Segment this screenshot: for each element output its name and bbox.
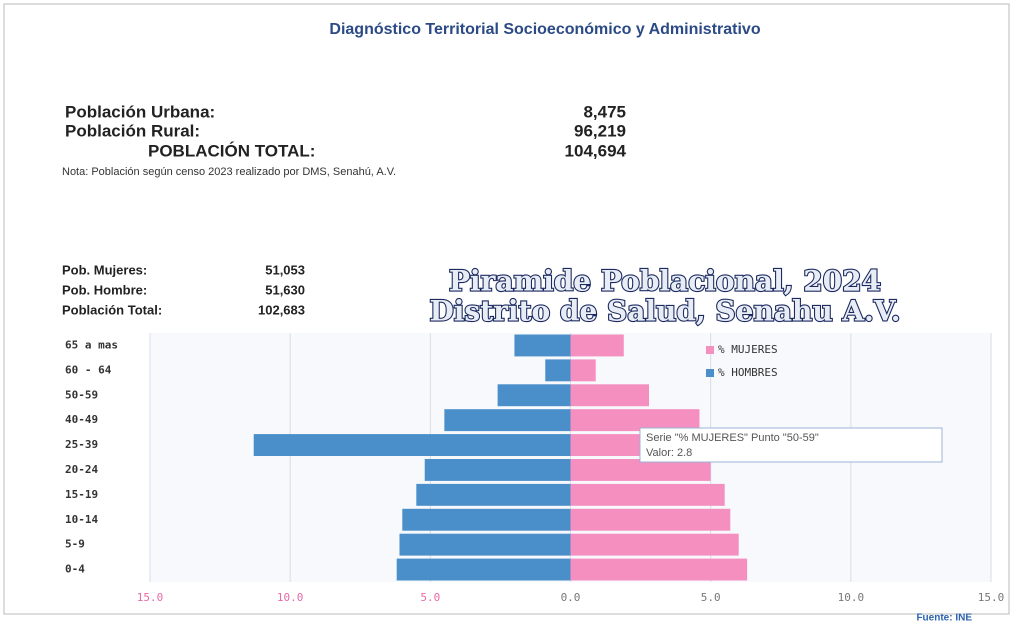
bar (402, 508, 571, 531)
bar (399, 533, 571, 556)
chart-title: Distrito de Salud, Senahu A.V. (430, 295, 901, 328)
y-tick-label: 20-24 (65, 463, 98, 476)
stat-label: POBLACIÓN TOTAL: (148, 141, 315, 160)
bar (396, 558, 571, 581)
page-title: Diagnóstico Territorial Socioeconómico y… (329, 21, 760, 38)
x-tick-label: 15.0 (137, 591, 164, 604)
side-value: 102,683 (258, 302, 305, 317)
bar (570, 334, 624, 357)
bar (424, 458, 571, 481)
bar (570, 409, 700, 432)
x-tick-label: 5.0 (701, 591, 721, 604)
side-value: 51,053 (265, 262, 305, 277)
tooltip-text: Valor: 2.8 (646, 447, 692, 459)
y-tick-label: 25-39 (65, 438, 98, 451)
y-tick-label: 5-9 (65, 538, 85, 551)
x-tick-label: 15.0 (978, 591, 1005, 604)
bar (514, 334, 571, 357)
bar (570, 558, 748, 581)
stat-label: Población Urbana: (65, 102, 215, 121)
bar (570, 458, 711, 481)
legend-label: % MUJERES (718, 343, 778, 356)
bar (570, 508, 731, 531)
x-tick-label: 0.0 (561, 591, 581, 604)
legend-swatch (706, 369, 714, 377)
side-value: 51,630 (265, 282, 305, 297)
y-tick-label: 15-19 (65, 488, 98, 501)
legend-label: % HOMBRES (718, 366, 778, 379)
tooltip-text: Serie "% MUJERES" Punto "50-59" (646, 432, 819, 444)
x-tick-label: 10.0 (838, 591, 865, 604)
x-tick-label: 5.0 (420, 591, 440, 604)
stat-value: 96,219 (574, 121, 626, 140)
stat-value: 8,475 (583, 102, 626, 121)
y-tick-label: 40-49 (65, 413, 98, 426)
tooltip-box (639, 427, 943, 463)
note: Nota: Población según censo 2023 realiza… (62, 166, 396, 178)
side-label: Pob. Hombre: (62, 282, 147, 297)
side-label: Población Total: (62, 302, 162, 317)
bar (570, 359, 596, 382)
side-label: Pob. Mujeres: (62, 262, 147, 277)
x-tick-label: 10.0 (277, 591, 304, 604)
y-tick-label: 10-14 (65, 513, 98, 526)
bar (497, 384, 571, 407)
chart-title: Piramide Poblacional, 2024 (449, 265, 881, 298)
bar (570, 483, 725, 506)
y-tick-label: 60 - 64 (65, 363, 112, 376)
stat-label: Población Rural: (65, 121, 200, 140)
legend-swatch (706, 346, 714, 354)
source: Fuente: INE (916, 613, 972, 624)
bar (570, 384, 649, 407)
bar (444, 409, 571, 432)
y-tick-label: 0-4 (65, 563, 85, 576)
bar (253, 434, 571, 457)
y-tick-label: 65 a mas (65, 338, 118, 351)
stat-value: 104,694 (565, 141, 627, 160)
y-tick-label: 50-59 (65, 388, 98, 401)
bar (416, 483, 571, 506)
bar (545, 359, 571, 382)
bar (570, 533, 739, 556)
